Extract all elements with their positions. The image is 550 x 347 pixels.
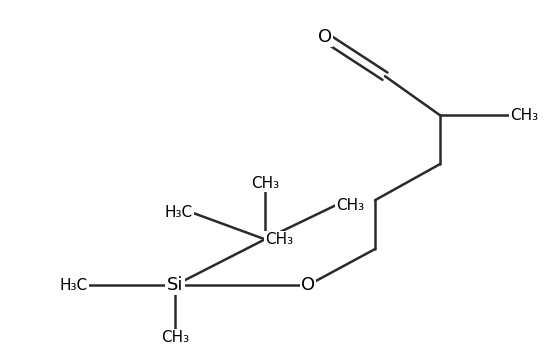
Text: H₃C: H₃C bbox=[165, 205, 193, 220]
Text: H₃C: H₃C bbox=[60, 278, 88, 293]
Text: CH₃: CH₃ bbox=[265, 232, 293, 247]
Text: O: O bbox=[318, 28, 332, 46]
Text: CH₃: CH₃ bbox=[510, 108, 538, 123]
Text: Si: Si bbox=[167, 276, 183, 294]
Text: CH₃: CH₃ bbox=[336, 197, 364, 213]
Text: O: O bbox=[301, 276, 315, 294]
Text: CH₃: CH₃ bbox=[161, 330, 189, 345]
Text: CH₃: CH₃ bbox=[251, 176, 279, 191]
